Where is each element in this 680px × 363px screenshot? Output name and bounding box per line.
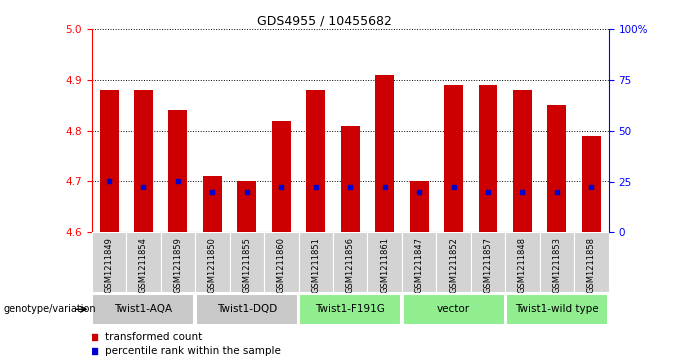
Bar bbox=[367, 232, 402, 292]
Text: transformed count: transformed count bbox=[105, 331, 202, 342]
Text: GSM1211858: GSM1211858 bbox=[587, 237, 596, 293]
Bar bbox=[409, 182, 428, 232]
Bar bbox=[444, 85, 463, 232]
Bar bbox=[230, 232, 264, 292]
Text: GSM1211848: GSM1211848 bbox=[518, 237, 527, 293]
Text: GSM1211857: GSM1211857 bbox=[483, 237, 492, 293]
Text: GSM1211847: GSM1211847 bbox=[415, 237, 424, 293]
Bar bbox=[375, 75, 394, 232]
Text: GSM1211849: GSM1211849 bbox=[105, 237, 114, 293]
Bar bbox=[402, 232, 437, 292]
Bar bbox=[196, 294, 298, 325]
Bar bbox=[299, 232, 333, 292]
Bar bbox=[582, 136, 601, 232]
Text: Twist1-F191G: Twist1-F191G bbox=[316, 305, 385, 314]
Bar bbox=[99, 90, 118, 232]
Text: GSM1211861: GSM1211861 bbox=[380, 237, 389, 293]
Text: GSM1211850: GSM1211850 bbox=[208, 237, 217, 293]
Text: percentile rank within the sample: percentile rank within the sample bbox=[105, 346, 281, 356]
Text: genotype/variation: genotype/variation bbox=[3, 304, 96, 314]
Bar bbox=[160, 232, 195, 292]
Bar bbox=[547, 105, 566, 232]
Bar bbox=[134, 90, 153, 232]
Bar bbox=[403, 294, 505, 325]
Bar bbox=[471, 232, 505, 292]
Text: GSM1211852: GSM1211852 bbox=[449, 237, 458, 293]
Bar bbox=[333, 232, 367, 292]
Text: GSM1211853: GSM1211853 bbox=[552, 237, 562, 293]
Text: GSM1211856: GSM1211856 bbox=[345, 237, 355, 293]
Bar bbox=[437, 232, 471, 292]
Text: GSM1211859: GSM1211859 bbox=[173, 237, 182, 293]
Bar bbox=[540, 232, 574, 292]
Bar bbox=[169, 110, 188, 232]
Bar bbox=[479, 85, 498, 232]
Bar bbox=[92, 232, 126, 292]
Bar bbox=[264, 232, 299, 292]
Text: Twist1-wild type: Twist1-wild type bbox=[515, 305, 598, 314]
Bar bbox=[513, 90, 532, 232]
Bar bbox=[203, 176, 222, 232]
Text: vector: vector bbox=[437, 305, 470, 314]
Bar bbox=[195, 232, 230, 292]
Bar bbox=[237, 182, 256, 232]
Bar bbox=[92, 294, 194, 325]
Bar bbox=[506, 294, 608, 325]
Text: GSM1211860: GSM1211860 bbox=[277, 237, 286, 293]
Bar bbox=[574, 232, 609, 292]
Bar bbox=[299, 294, 401, 325]
Bar bbox=[341, 126, 360, 232]
Bar bbox=[126, 232, 160, 292]
Bar bbox=[272, 121, 291, 232]
Text: Twist1-AQA: Twist1-AQA bbox=[114, 305, 173, 314]
Text: GSM1211851: GSM1211851 bbox=[311, 237, 320, 293]
Text: Twist1-DQD: Twist1-DQD bbox=[217, 305, 277, 314]
Bar bbox=[306, 90, 325, 232]
Text: GSM1211855: GSM1211855 bbox=[242, 237, 252, 293]
Bar bbox=[505, 232, 540, 292]
Title: GDS4955 / 10455682: GDS4955 / 10455682 bbox=[257, 15, 392, 28]
Text: GSM1211854: GSM1211854 bbox=[139, 237, 148, 293]
